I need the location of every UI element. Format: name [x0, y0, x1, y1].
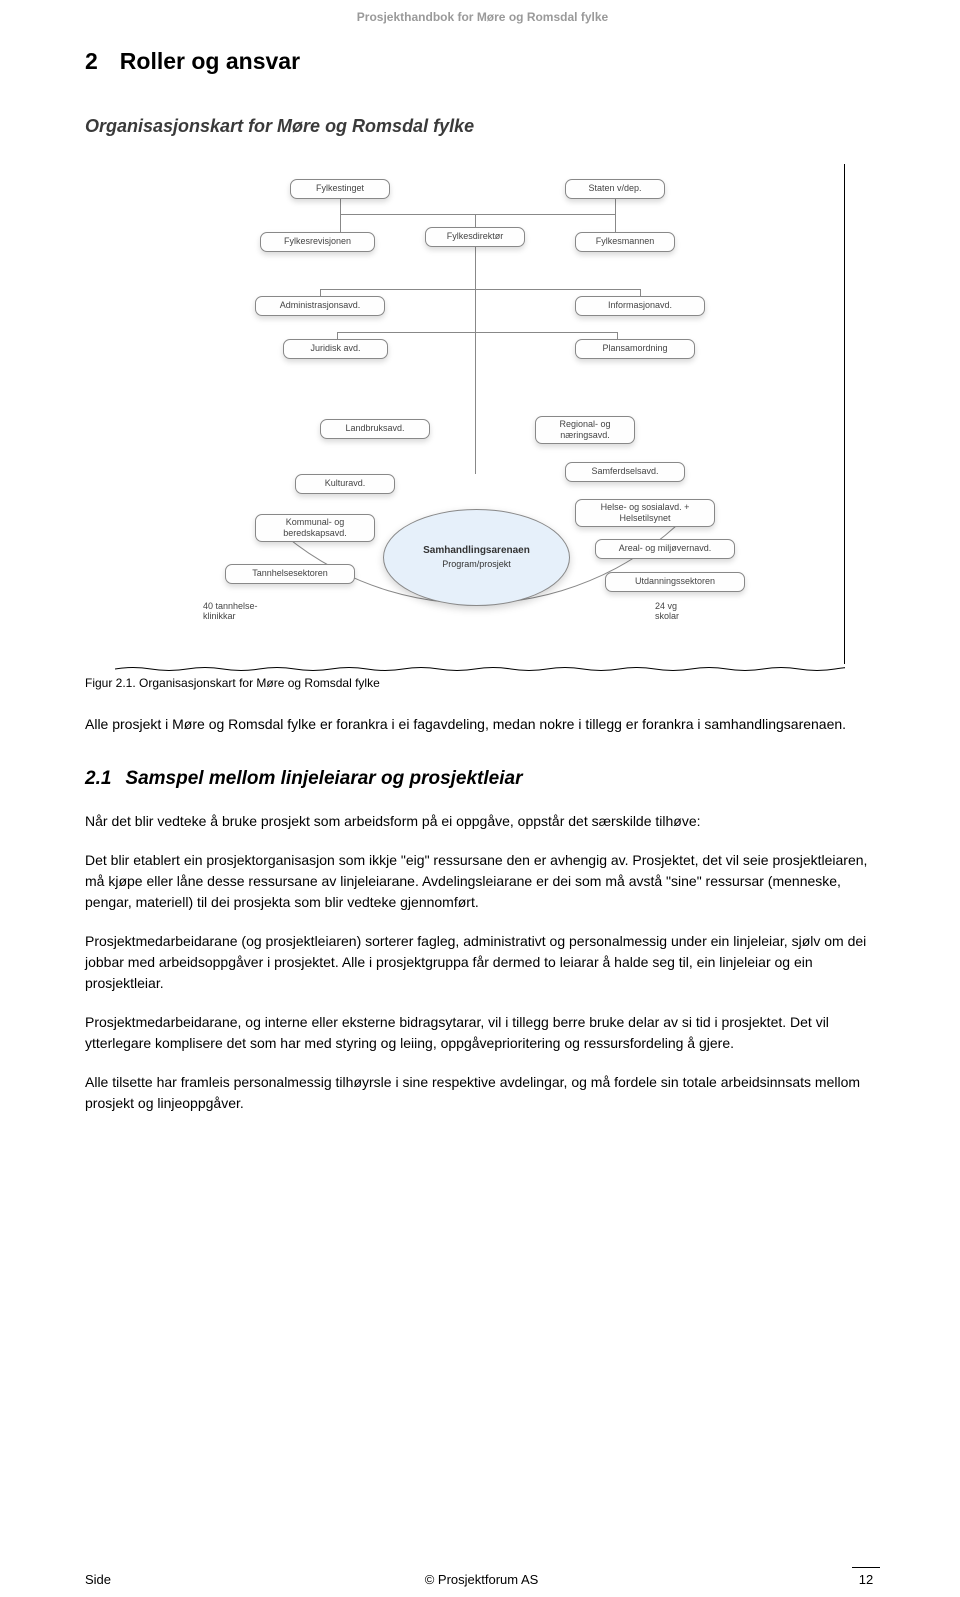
paragraph: Alle tilsette har framleis personalmessi… — [85, 1072, 880, 1114]
node-tannhelse: Tannhelsesektoren — [225, 564, 355, 584]
node-fylkesrevisjonen: Fylkesrevisjonen — [260, 232, 375, 252]
node-fylkesmannen: Fylkesmannen — [575, 232, 675, 252]
node-juridisk: Juridisk avd. — [283, 339, 388, 359]
org-chart: Fylkestinget Staten v/dep. Fylkesdirektø… — [125, 174, 825, 654]
node-utdanning: Utdanningssektoren — [605, 572, 745, 592]
footer-page-number: 12 — [852, 1567, 880, 1590]
footer-center: © Prosjektforum AS — [111, 1570, 852, 1590]
node-areal: Areal- og miljøvernavd. — [595, 539, 735, 559]
page-footer: Side © Prosjektforum AS 12 — [85, 1567, 880, 1590]
center-ellipse: Samhandlingsarenaen Program/prosjekt — [383, 509, 570, 606]
paragraph-intro: Alle prosjekt i Møre og Romsdal fylke er… — [85, 714, 880, 735]
subsection-number: 2.1 — [85, 768, 111, 789]
subsection-title-text: Samspel mellom linjeleiarar og prosjektl… — [125, 768, 522, 789]
node-landbruk: Landbruksavd. — [320, 419, 430, 439]
node-samferdsel: Samferdselsavd. — [565, 462, 685, 482]
paragraph: Prosjektmedarbeidarane (og prosjektleiar… — [85, 931, 880, 994]
node-plansamordning: Plansamordning — [575, 339, 695, 359]
node-informasjon: Informasjonavd. — [575, 296, 705, 316]
section-title-text: Roller og ansvar — [120, 48, 300, 74]
node-kultur: Kulturavd. — [295, 474, 395, 494]
center-sub: Program/prosjekt — [442, 558, 511, 572]
subsection-title: 2.1 Samspel mellom linjeleiarar og prosje… — [85, 765, 880, 794]
node-regional: Regional- og næringsavd. — [535, 416, 635, 444]
label-vgskolar: 24 vg skolar — [655, 601, 679, 623]
center-title: Samhandlingsarenaen — [423, 543, 530, 558]
footer-left: Side — [85, 1570, 111, 1590]
node-helse: Helse- og sosialavd. + Helsetilsynet — [575, 499, 715, 527]
node-administrasjon: Administrasjonsavd. — [255, 296, 385, 316]
figure-caption: Figur 2.1. Organisasjonskart for Møre og… — [85, 674, 880, 692]
connector — [340, 214, 616, 215]
connector-vertical — [475, 244, 476, 474]
section-number: 2 — [85, 48, 98, 74]
chart-border-bottom — [115, 666, 845, 672]
chart-border-right — [844, 164, 845, 664]
label-tannklinikk: 40 tannhelse- klinikkar — [203, 601, 258, 623]
node-fylkestinget: Fylkestinget — [290, 179, 390, 199]
node-kommunal: Kommunal- og beredskapsavd. — [255, 514, 375, 542]
node-staten: Staten v/dep. — [565, 179, 665, 199]
paragraph: Når det blir vedteke å bruke prosjekt so… — [85, 811, 880, 832]
connector — [337, 332, 617, 333]
connector — [320, 289, 640, 290]
paragraph: Prosjektmedarbeidarane, og interne eller… — [85, 1012, 880, 1054]
paragraph: Det blir etablert ein prosjektorganisasj… — [85, 850, 880, 913]
node-fylkesdirektor: Fylkesdirektør — [425, 227, 525, 247]
